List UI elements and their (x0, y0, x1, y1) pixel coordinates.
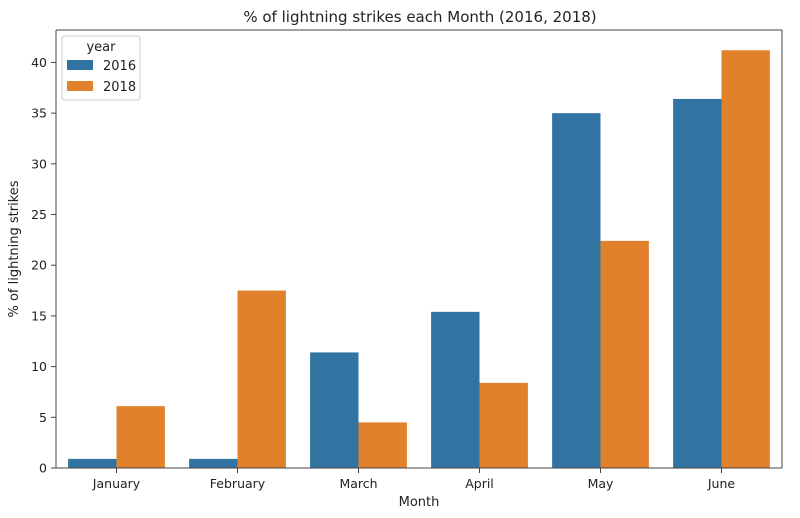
legend: year 2016 2018 (61, 35, 141, 101)
bar-2018-april (479, 382, 528, 468)
y-ticks-group: 0 5 10 15 20 25 30 35 40 (31, 55, 56, 476)
bar-2016-june (673, 98, 722, 468)
x-tick-label-june: June (707, 476, 736, 491)
bar-2018-february (237, 290, 286, 468)
x-tick-label-march: March (339, 476, 377, 491)
y-axis-label: % of lightning strikes (7, 180, 22, 317)
chart-title: % of lightning strikes each Month (2016,… (243, 8, 596, 26)
bar-2016-march (310, 352, 359, 468)
bar-2018-june (721, 50, 770, 468)
bar-2016-may (552, 113, 601, 468)
legend-label-2018: 2018 (103, 80, 136, 95)
x-tick-label-february: February (210, 476, 266, 491)
bar-2018-march (358, 422, 407, 469)
y-tick-label: 25 (31, 207, 47, 222)
x-tick-label-january: January (92, 476, 141, 491)
x-axis-label: Month (399, 495, 440, 510)
bar-2018-january (116, 406, 165, 468)
legend-label-2016: 2016 (103, 59, 136, 74)
bar-2016-april (431, 311, 480, 468)
bar-2018-may (600, 240, 649, 468)
y-tick-label: 0 (39, 461, 47, 476)
y-tick-label: 15 (31, 308, 47, 323)
legend-swatch-2018 (67, 81, 93, 91)
x-ticks-group: January February March April May June (92, 468, 736, 491)
y-tick-label: 5 (39, 410, 47, 425)
legend-swatch-2016 (67, 60, 93, 70)
y-tick-label: 10 (31, 359, 47, 374)
y-tick-label: 35 (31, 106, 47, 121)
x-tick-label-april: April (465, 476, 494, 491)
bar-2016-february (189, 458, 238, 469)
y-tick-label: 20 (31, 258, 47, 273)
y-tick-label: 30 (31, 156, 47, 171)
axes-group (55, 29, 783, 469)
y-tick-label: 40 (31, 55, 47, 70)
x-tick-label-may: May (588, 476, 614, 491)
legend-title: year (86, 40, 116, 55)
bars-group (68, 50, 770, 469)
bar-2016-january (68, 458, 117, 469)
